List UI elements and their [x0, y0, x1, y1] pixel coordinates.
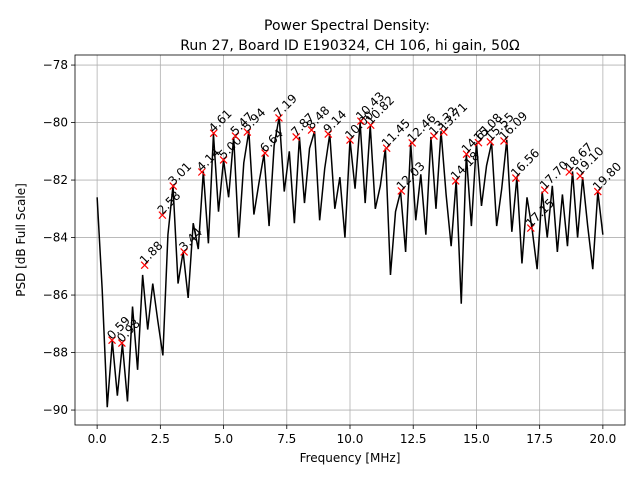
y-tick-label: −86 [43, 288, 68, 302]
peak-marker [219, 156, 228, 164]
x-tick-label: 10.0 [337, 432, 364, 446]
peak-marker [275, 114, 283, 122]
x-axis-label: Frequency [MHz] [300, 451, 401, 465]
peak-marker [169, 182, 178, 191]
peak-marker [474, 138, 483, 147]
peak-label: 5.94 [240, 105, 269, 134]
x-tick-label: 12.5 [400, 432, 427, 446]
peak-marker [526, 224, 535, 232]
y-tick-label: −90 [43, 403, 68, 417]
plot-frame [74, 54, 626, 426]
peak-marker [397, 187, 406, 195]
peak-marker [292, 133, 301, 141]
chart-subtitle: Run 27, Board ID E190324, CH 106, hi gai… [180, 38, 520, 54]
x-tick-label: 17.5 [526, 432, 553, 446]
peak-marker [565, 168, 574, 176]
y-tick-label: −80 [43, 116, 68, 130]
peak-marker [158, 211, 167, 220]
peak-label: 3.01 [165, 159, 194, 188]
peak-marker [451, 176, 460, 185]
peak-marker [356, 117, 365, 126]
peak-marker [307, 126, 316, 134]
peak-marker [197, 168, 206, 176]
peak-marker [108, 336, 116, 345]
peak-marker [382, 144, 391, 153]
peak-marker [261, 149, 269, 157]
peak-marker [511, 174, 520, 182]
peak-marker [366, 121, 375, 130]
peak-label: 16.56 [508, 146, 542, 180]
y-tick-label: −84 [43, 231, 68, 245]
peak-marker [593, 187, 602, 196]
peak-marker [243, 128, 252, 136]
y-tick-label: −78 [43, 58, 68, 72]
peak-marker [346, 136, 354, 145]
peak-marker [117, 339, 126, 347]
peak-label: 5.00 [216, 133, 245, 162]
peak-marker [500, 137, 508, 145]
peak-label: 2.58 [155, 188, 184, 217]
peak-marker [209, 129, 218, 138]
peak-marker [180, 248, 189, 256]
peak-marker [324, 130, 333, 138]
y-axis-label: PSD [dB Full Scale] [14, 183, 28, 297]
peak-marker [439, 128, 448, 136]
y-tick-label: −88 [43, 346, 68, 360]
chart-title: Power Spectral Density: [264, 18, 430, 34]
y-tick-label: −82 [43, 173, 68, 187]
x-tick-label: 0.0 [88, 432, 107, 446]
peak-marker [408, 139, 417, 147]
peak-label: 1.88 [137, 238, 166, 267]
peak-marker [462, 150, 471, 159]
x-tick-label: 20.0 [590, 432, 617, 446]
peak-marker [430, 132, 438, 140]
peak-label: 7.19 [271, 91, 300, 120]
x-tick-label: 15.0 [463, 432, 490, 446]
peak-marker [576, 172, 585, 180]
peak-marker [140, 261, 149, 270]
x-tick-label: 5.0 [214, 432, 233, 446]
x-tick-label: 2.5 [151, 432, 170, 446]
x-tick-label: 7.5 [277, 432, 296, 446]
peak-marker [486, 137, 495, 146]
peak-marker [540, 186, 549, 195]
peak-marker [231, 132, 240, 140]
